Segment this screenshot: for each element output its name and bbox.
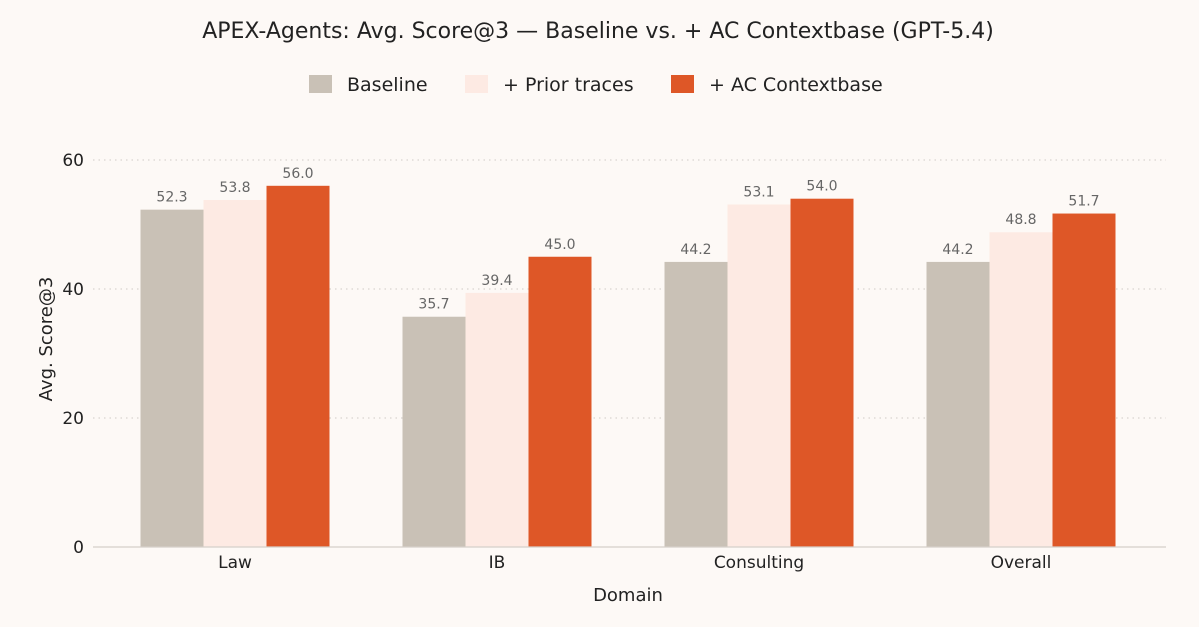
bar-consulting-series-2 [790, 198, 854, 547]
legend-label: + Prior traces [503, 74, 634, 96]
chart-title: APEX-Agents: Avg. Score@3 — Baseline vs.… [202, 19, 994, 44]
x-tick-label: IB [489, 553, 506, 573]
legend-swatch [309, 75, 332, 93]
data-label: 44.2 [942, 242, 973, 258]
legend-label: + AC Contextbase [709, 74, 883, 96]
legend: Baseline + Prior traces + AC Contextbase [309, 74, 883, 96]
y-tick-label: 40 [62, 280, 84, 300]
legend-swatch [465, 75, 488, 93]
legend-item: Baseline [309, 74, 428, 96]
x-tick-label: Consulting [714, 553, 804, 573]
data-label: 52.3 [156, 190, 187, 206]
bar-overall-series-1 [989, 232, 1053, 548]
y-axis: 0 20 40 60 [62, 151, 84, 558]
data-label: 48.8 [1005, 212, 1036, 228]
bar-law-series-1 [203, 199, 267, 548]
data-label: 45.0 [544, 237, 575, 253]
bar-overall-series-2 [1052, 213, 1116, 547]
bar-consulting-series-1 [727, 204, 791, 547]
data-label: 44.2 [680, 242, 711, 258]
bar-law-series-0 [140, 209, 204, 548]
x-tick-label: Law [218, 553, 252, 573]
data-label: 53.8 [219, 180, 250, 196]
bar-law-series-2 [266, 185, 330, 548]
data-label: 54.0 [806, 179, 837, 195]
y-tick-label: 60 [62, 151, 84, 171]
x-axis: Law IB Consulting Overall [93, 546, 1166, 573]
bars [140, 185, 1116, 548]
y-tick-label: 20 [62, 409, 84, 429]
legend-label: Baseline [347, 74, 428, 96]
data-labels: 52.3 53.8 56.0 35.7 39.4 45.0 44.2 53.1 54.0 44.2… [156, 166, 1099, 313]
y-axis-title: Avg. Score@3 [36, 277, 57, 402]
bar-ib-series-1 [465, 292, 529, 547]
data-label: 35.7 [418, 297, 449, 313]
legend-item: + AC Contextbase [671, 74, 883, 96]
legend-item: + Prior traces [465, 74, 634, 96]
data-label: 39.4 [481, 273, 512, 289]
data-label: 53.1 [743, 185, 774, 201]
y-tick-label: 0 [73, 538, 84, 558]
x-tick-label: Overall [991, 553, 1052, 573]
data-label: 56.0 [282, 166, 313, 182]
x-axis-title: Domain [593, 585, 663, 606]
bar-ib-series-2 [528, 256, 592, 547]
bar-ib-series-0 [402, 316, 466, 547]
legend-swatch [671, 75, 694, 93]
bar-consulting-series-0 [664, 261, 728, 547]
bar-overall-series-0 [926, 261, 990, 547]
data-label: 51.7 [1068, 194, 1099, 210]
